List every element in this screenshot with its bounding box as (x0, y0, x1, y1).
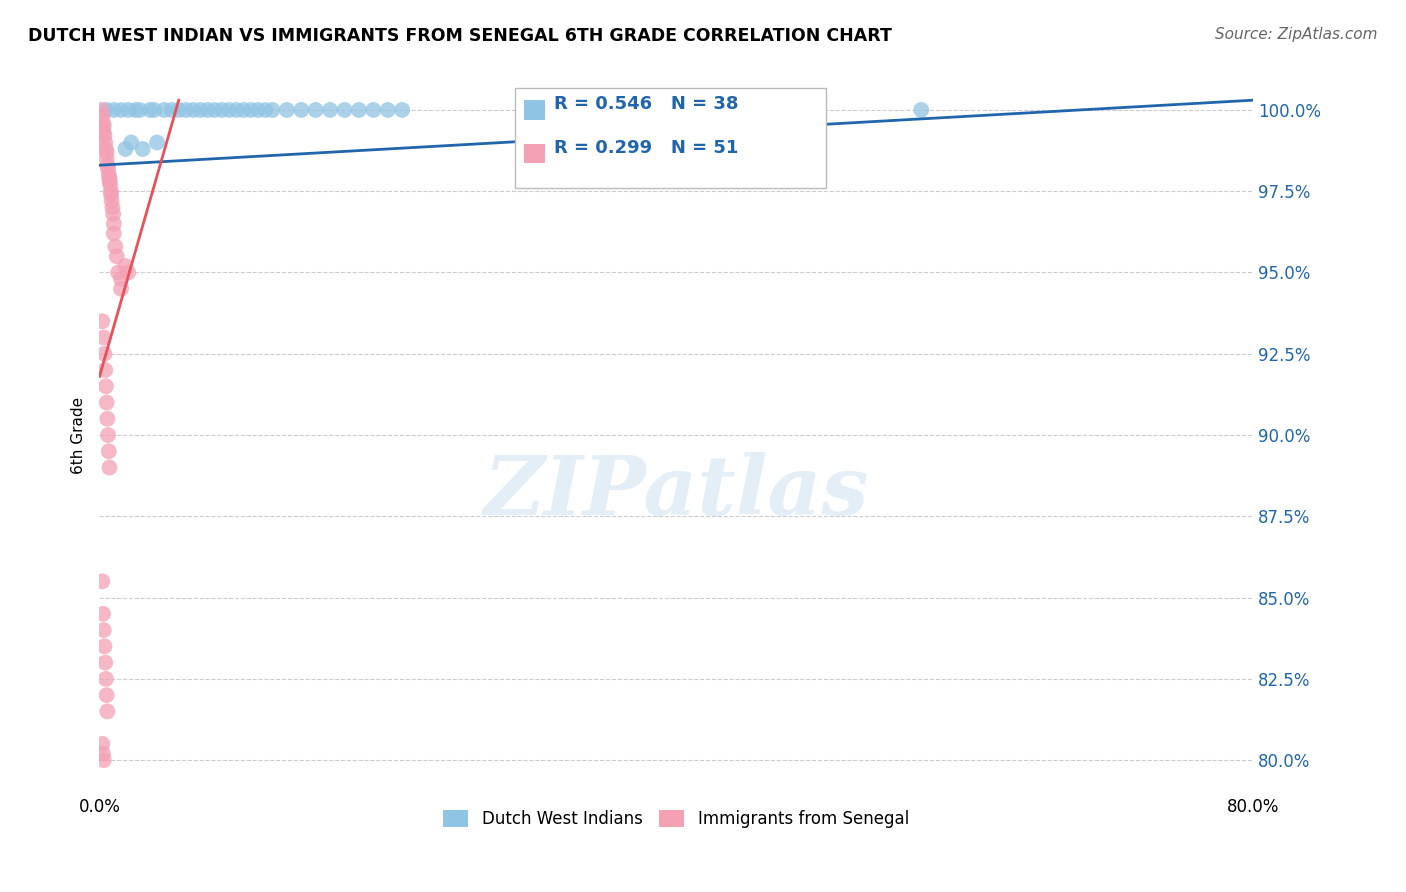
Point (91, 747, 114, 761)
Point (101, 201, 124, 215)
Point (131, 142, 153, 156)
Point (290, 103, 312, 117)
Point (96, 395, 118, 409)
Point (94, 136, 117, 150)
Point (94, 142, 117, 156)
Point (98, 460, 121, 475)
Point (96, 411, 118, 425)
Point (117, 265, 139, 279)
Point (347, 103, 370, 117)
Point (103, 103, 125, 117)
Point (93, 753, 115, 767)
Text: Source: ZipAtlas.com: Source: ZipAtlas.com (1215, 27, 1378, 42)
Bar (524, 144, 544, 163)
Point (114, 259, 136, 273)
Point (247, 103, 270, 117)
Point (91, 574, 114, 589)
Point (94, 379, 117, 393)
Point (103, 227, 125, 241)
Point (910, 103, 932, 117)
Point (96, 145, 118, 160)
Point (110, 103, 132, 117)
Point (93, 347, 115, 361)
Point (167, 103, 190, 117)
Point (91, 737, 114, 751)
Point (96, 158, 118, 172)
Point (91, 110, 114, 124)
Text: R = 0.299   N = 51: R = 0.299 N = 51 (554, 138, 738, 156)
Point (333, 103, 356, 117)
Point (363, 103, 385, 117)
Point (100, 194, 122, 208)
Point (94, 672, 117, 686)
Point (190, 103, 212, 117)
Point (93, 623, 115, 637)
Point (91, 314, 114, 328)
Point (100, 184, 122, 198)
Point (98, 178, 121, 192)
Point (181, 103, 204, 117)
Point (160, 103, 183, 117)
Point (110, 272, 132, 286)
Point (104, 239, 127, 253)
Point (93, 330, 115, 344)
Point (276, 103, 298, 117)
Point (94, 363, 117, 377)
Text: R = 0.546   N = 38: R = 0.546 N = 38 (554, 95, 738, 113)
Point (114, 142, 136, 156)
Point (97, 168, 120, 182)
Point (218, 103, 240, 117)
Point (124, 103, 146, 117)
Point (128, 103, 150, 117)
Point (146, 136, 169, 150)
Point (93, 640, 115, 654)
Point (96, 103, 118, 117)
Point (262, 103, 284, 117)
Point (97, 428, 120, 442)
Point (90, 103, 112, 117)
Point (103, 217, 125, 231)
FancyBboxPatch shape (515, 88, 827, 188)
Point (254, 103, 277, 117)
Point (143, 103, 166, 117)
Point (174, 103, 197, 117)
Point (94, 656, 117, 670)
Point (197, 103, 219, 117)
Point (232, 103, 254, 117)
Point (117, 103, 139, 117)
Point (91, 607, 114, 621)
Legend: Dutch West Indians, Immigrants from Senegal: Dutch West Indians, Immigrants from Sene… (437, 803, 915, 834)
Point (97, 161, 120, 176)
Point (225, 103, 247, 117)
Point (204, 103, 226, 117)
Point (319, 103, 342, 117)
Text: ZIPatlas: ZIPatlas (484, 452, 869, 533)
Point (139, 103, 162, 117)
Point (107, 265, 129, 279)
Y-axis label: 6th Grade: 6th Grade (72, 396, 86, 474)
Text: DUTCH WEST INDIAN VS IMMIGRANTS FROM SENEGAL 6TH GRADE CORRELATION CHART: DUTCH WEST INDIAN VS IMMIGRANTS FROM SEN… (28, 27, 891, 45)
Point (98, 171, 121, 186)
Bar (524, 100, 544, 120)
Point (98, 174, 121, 188)
Point (153, 103, 176, 117)
Point (93, 128, 115, 143)
Point (97, 444, 120, 458)
Point (96, 152, 118, 166)
Point (96, 688, 118, 702)
Point (211, 103, 233, 117)
Point (101, 207, 124, 221)
Point (100, 187, 122, 202)
Point (377, 103, 399, 117)
Point (391, 103, 413, 117)
Point (93, 126, 115, 140)
Point (91, 116, 114, 130)
Point (93, 119, 115, 133)
Point (305, 103, 328, 117)
Point (110, 282, 132, 296)
Point (105, 249, 128, 263)
Point (96, 705, 118, 719)
Point (239, 103, 262, 117)
Point (120, 136, 142, 150)
